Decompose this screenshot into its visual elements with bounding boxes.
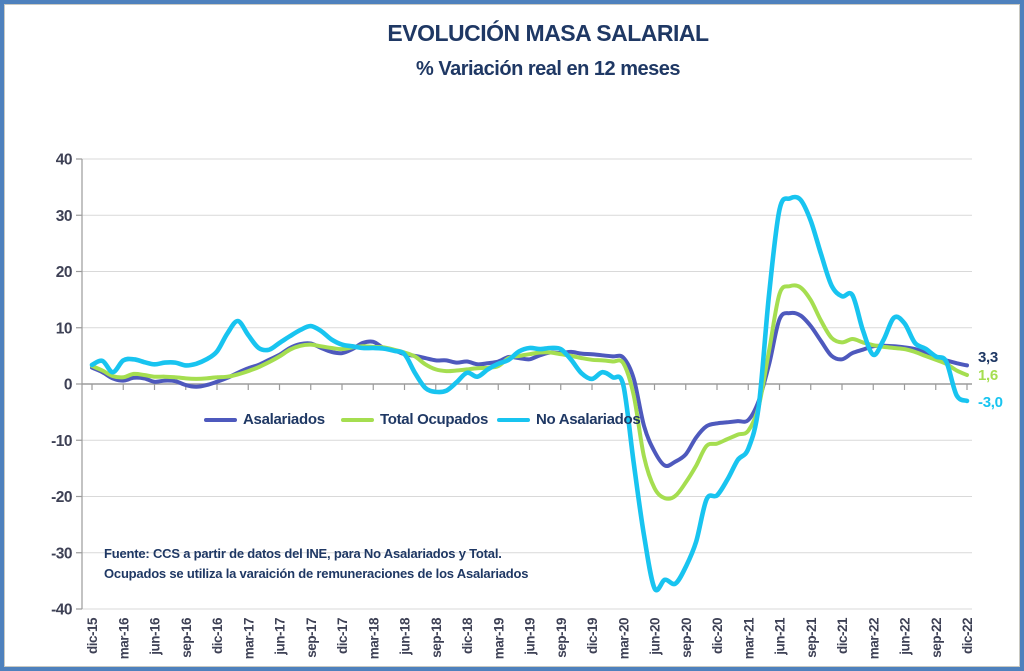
source-note-line-1: Fuente: CCS a partir de datos del INE, p… bbox=[104, 546, 502, 561]
x-axis-tick-label: mar-19 bbox=[491, 618, 506, 659]
series-line-no-asalariados bbox=[89, 194, 970, 593]
x-axis-tick-label: sep-17 bbox=[304, 618, 319, 658]
x-axis-tick-label: jun-19 bbox=[523, 618, 538, 656]
series-line-total-ocupados bbox=[90, 283, 969, 501]
legend-line-swatch bbox=[341, 417, 374, 422]
x-axis-tick-label: sep-18 bbox=[429, 617, 444, 658]
legend-label: Total Ocupados bbox=[380, 411, 489, 428]
source-note: Fuente: CCS a partir de datos del INE, p… bbox=[104, 544, 528, 584]
legend-label: Asalariados bbox=[243, 411, 325, 428]
x-axis-tick-label: mar-16 bbox=[116, 617, 131, 659]
y-axis-tick-label: 40 bbox=[56, 152, 72, 169]
y-axis-tick-label: 20 bbox=[56, 264, 72, 281]
y-axis-tick-label: -30 bbox=[51, 545, 72, 562]
x-axis-tick-label: sep-19 bbox=[554, 618, 569, 658]
x-axis-tick-label: sep-21 bbox=[804, 617, 819, 658]
x-axis-tick-label: jun-20 bbox=[648, 618, 663, 656]
legend-item-no-asalariados: No Asalariados bbox=[497, 411, 641, 428]
legend-line-swatch bbox=[497, 417, 530, 422]
y-axis-tick-label: 10 bbox=[56, 320, 72, 337]
legend-label: No Asalariados bbox=[536, 411, 641, 428]
y-axis-tick-label: 0 bbox=[64, 377, 72, 394]
end-value-no-asalariados: -3,0 bbox=[978, 394, 1003, 411]
y-axis-tick-label: -10 bbox=[51, 433, 72, 450]
x-axis-tick-label: dic-19 bbox=[585, 618, 600, 654]
end-value-asalariados: 3,3 bbox=[978, 349, 998, 366]
x-axis-tick-label: mar-22 bbox=[866, 618, 881, 659]
x-axis-tick-label: dic-21 bbox=[835, 617, 850, 654]
y-axis-tick-label: 30 bbox=[56, 208, 72, 225]
x-axis-tick-label: dic-18 bbox=[460, 617, 475, 654]
line-chart: -40 -30 -20 -10 0 10 20 30 40 dic-15 mar-16 jun-16 s… bbox=[51, 152, 975, 660]
y-axis-tick-label: -40 bbox=[51, 602, 72, 619]
x-axis-tick-label: mar-17 bbox=[241, 618, 256, 659]
x-axis-tick-label: dic-15 bbox=[85, 617, 100, 654]
x-axis-tick-label: dic-22 bbox=[960, 618, 975, 654]
y-axis-tick-label: -20 bbox=[51, 489, 72, 506]
x-axis-tick-label: sep-20 bbox=[679, 618, 694, 658]
x-axis-tick-label: dic-16 bbox=[210, 617, 225, 654]
legend-item-asalariados: Asalariados bbox=[204, 411, 325, 428]
x-axis-tick-label: mar-21 bbox=[741, 617, 756, 659]
source-note-line-2: Ocupados se utiliza la varaición de remu… bbox=[104, 566, 529, 581]
legend-item-total-ocupados: Total Ocupados bbox=[341, 411, 488, 428]
x-axis-tick-label: mar-20 bbox=[616, 618, 631, 659]
chart-subtitle: % Variación real en 12 meses bbox=[416, 58, 680, 80]
end-value-total-ocupados: 1,6 bbox=[978, 367, 998, 384]
legend-line-swatch bbox=[204, 417, 237, 422]
x-axis-tick-label: jun-22 bbox=[898, 618, 913, 656]
x-axis-tick-label: dic-17 bbox=[335, 618, 350, 654]
x-axis-tick-label: jun-17 bbox=[273, 618, 288, 656]
chart-title: EVOLUCIÓN MASA SALARIAL bbox=[387, 20, 709, 46]
x-axis-tick-label: jun-16 bbox=[148, 617, 163, 656]
x-axis-tick-label: jun-18 bbox=[398, 617, 413, 656]
x-axis-tick-label: sep-22 bbox=[929, 618, 944, 658]
x-axis-tick-label: sep-16 bbox=[179, 617, 194, 658]
x-axis-tick-label: jun-21 bbox=[773, 617, 788, 656]
x-axis-tick-label: mar-18 bbox=[366, 617, 381, 659]
x-axis-tick-label: dic-20 bbox=[710, 618, 725, 654]
